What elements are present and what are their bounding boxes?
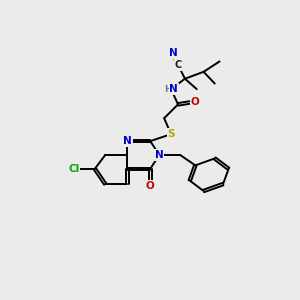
Text: N: N	[155, 150, 164, 160]
Text: C: C	[174, 60, 182, 70]
Text: Cl: Cl	[68, 164, 80, 174]
Text: O: O	[146, 181, 155, 191]
Text: N: N	[169, 84, 178, 94]
Text: S: S	[167, 129, 175, 139]
Text: H: H	[164, 85, 171, 94]
Text: N: N	[169, 48, 178, 58]
Text: O: O	[191, 97, 200, 106]
Text: N: N	[123, 136, 132, 146]
